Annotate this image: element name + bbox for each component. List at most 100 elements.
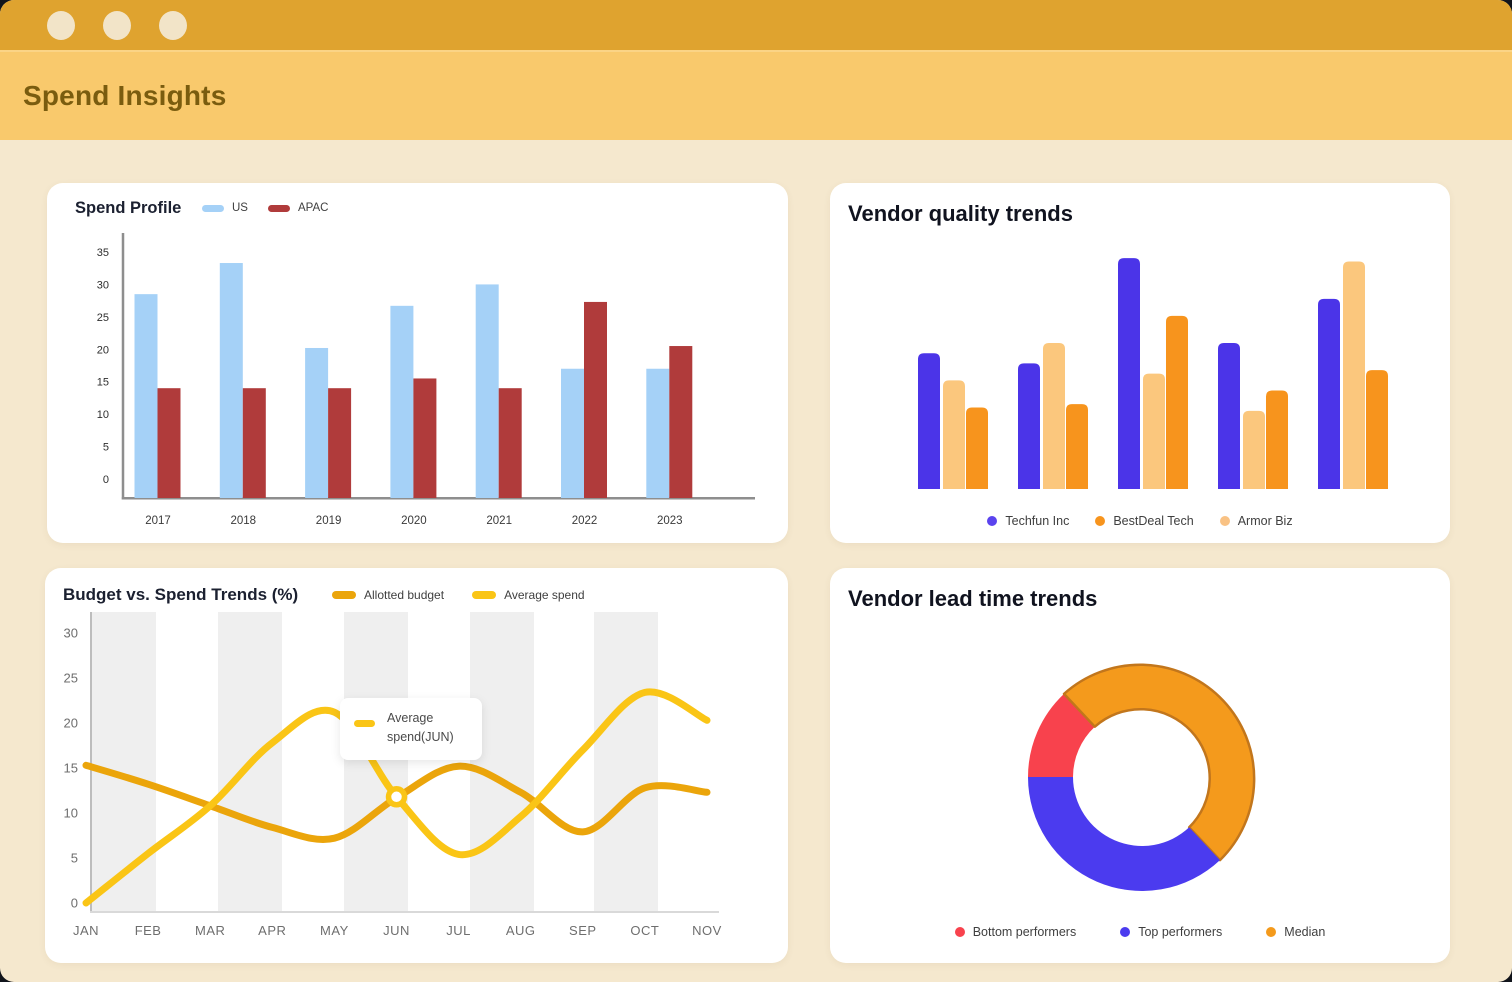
average-spend-swatch-icon [472, 591, 497, 599]
x-category-label: 2019 [316, 515, 342, 527]
bar-armor-biz-g1[interactable] [943, 380, 965, 489]
bar-techfun-inc-g5[interactable] [1318, 298, 1340, 489]
legend-label: Techfun Inc [1005, 514, 1070, 528]
budget-spend-card: 0 5 10 15 20 25 30 JAN FEB MAR APR MAY JUN JUL AUG SEP O… [45, 568, 788, 963]
vendor-quality-title: Vendor quality trends [848, 201, 1073, 226]
window-dot-icon[interactable] [47, 10, 75, 40]
x-month-label: APR [258, 923, 286, 938]
donut-slice-median[interactable] [1062, 663, 1256, 862]
bar-bestdeal-tech-g4[interactable] [1266, 390, 1288, 489]
bar-us-2017[interactable] [134, 294, 158, 498]
armor-dot-icon [1219, 516, 1230, 526]
donut-slice-top-performers[interactable] [1028, 777, 1220, 891]
spend-profile-chart: 0 5 10 15 20 25 30 35 2017 2018 2019 2020 2021 2022 20… [97, 233, 755, 527]
legend-item-allotted-budget[interactable]: Allotted budget [332, 588, 444, 602]
spend-profile-title: Spend Profile [75, 199, 182, 217]
bar-techfun-inc-g4[interactable] [1218, 343, 1240, 489]
axis-tick-label: 20 [64, 716, 78, 731]
legend-item-median[interactable]: Median [1266, 925, 1325, 939]
donut-slice-bottom-performers[interactable] [1028, 693, 1095, 777]
bar-us-2020[interactable] [390, 305, 414, 498]
highlight-marker-jun[interactable] [385, 786, 408, 808]
lead-time-donut-chart [1028, 663, 1256, 891]
legend-item-us[interactable]: US [202, 202, 248, 214]
legend-label: Armor Biz [1237, 514, 1293, 528]
axis-tick-label: 5 [71, 851, 78, 866]
plot-band-4 [470, 612, 534, 912]
legend-item-techfun[interactable]: Techfun Inc [987, 514, 1069, 528]
apac-swatch-icon [267, 204, 290, 212]
window-dot-icon[interactable] [159, 10, 187, 40]
bar-apac-2019[interactable] [328, 388, 352, 498]
bar-us-2023[interactable] [646, 368, 670, 498]
bar-armor-biz-g3[interactable] [1143, 373, 1165, 489]
axis-tick-label: 15 [97, 377, 109, 389]
bar-bestdeal-tech-g5[interactable] [1366, 370, 1388, 489]
axis-tick-label: 20 [97, 344, 109, 356]
bar-bestdeal-tech-g1[interactable] [966, 407, 988, 489]
axis-tick-label: 15 [64, 761, 78, 776]
tooltip-text: Average spend(JUN) [387, 711, 454, 744]
tooltip-swatch-icon [354, 720, 375, 727]
x-category-label: 2022 [572, 515, 598, 527]
plot-band-5 [594, 612, 658, 912]
spend-profile-legend: US APAC [202, 202, 328, 214]
bar-armor-biz-g5[interactable] [1343, 261, 1365, 489]
x-category-label: 2023 [657, 515, 683, 527]
bar-armor-biz-g2[interactable] [1043, 343, 1065, 489]
bar-us-2018[interactable] [219, 263, 243, 498]
x-month-label: MAR [195, 923, 225, 938]
legend-item-bottom-performers[interactable]: Bottom performers [954, 925, 1076, 939]
budget-spend-legend: Allotted budget Average spend [332, 588, 585, 602]
page-title: Spend Insights [23, 80, 227, 111]
spend-profile-card: 0 5 10 15 20 25 30 35 2017 2018 2019 2020 2021 2022 20… [47, 183, 788, 543]
us-swatch-icon [202, 204, 224, 212]
axis-tick-label: 30 [97, 279, 109, 291]
lead-time-legend: Bottom performers Top performers Median [830, 925, 1450, 939]
legend-item-bestdeal[interactable]: BestDeal Tech [1095, 514, 1194, 528]
bar-techfun-inc-g2[interactable] [1018, 363, 1040, 489]
allotted-budget-swatch-icon [332, 591, 356, 599]
legend-label: APAC [297, 202, 329, 214]
x-category-label: 2021 [486, 515, 512, 527]
bar-us-2021[interactable] [475, 284, 499, 498]
x-month-label: JUN [383, 923, 410, 938]
legend-label: Top performers [1138, 925, 1223, 939]
legend-label: Average spend [504, 588, 585, 602]
x-month-label: SEP [569, 923, 597, 938]
bar-us-2022[interactable] [561, 368, 584, 498]
bar-bestdeal-tech-g2[interactable] [1066, 404, 1088, 489]
x-month-label: OCT [630, 923, 659, 938]
axis-tick-label: 5 [103, 442, 109, 454]
bar-armor-biz-g4[interactable] [1243, 410, 1265, 489]
bar-apac-2021[interactable] [498, 388, 522, 498]
x-month-label: MAY [320, 923, 349, 938]
legend-item-armor[interactable]: Armor Biz [1219, 514, 1293, 528]
bar-apac-2020[interactable] [413, 378, 437, 498]
dashboard-content: 0 5 10 15 20 25 30 35 2017 2018 2019 2020 2021 2022 20… [0, 140, 1512, 982]
bar-techfun-inc-g3[interactable] [1118, 258, 1140, 489]
top-performers-dot-icon [1120, 927, 1131, 937]
bar-apac-2018[interactable] [242, 388, 266, 498]
bar-apac-2022[interactable] [584, 301, 607, 498]
bar-bestdeal-tech-g3[interactable] [1166, 315, 1188, 489]
bar-us-2019[interactable] [305, 347, 329, 498]
axis-tick-label: 10 [64, 806, 78, 821]
bar-techfun-inc-g1[interactable] [918, 353, 940, 489]
window-dot-icon[interactable] [103, 10, 131, 40]
budget-spend-title: Budget vs. Spend Trends (%) [63, 585, 299, 604]
x-category-label: 2018 [231, 515, 257, 527]
bar-apac-2017[interactable] [157, 388, 181, 498]
axis-tick-label: 10 [97, 409, 109, 421]
legend-item-top-performers[interactable]: Top performers [1120, 925, 1222, 939]
legend-label: US [232, 202, 248, 214]
legend-item-average-spend[interactable]: Average spend [472, 588, 585, 602]
legend-item-apac[interactable]: APAC [267, 202, 329, 214]
techfun-dot-icon [987, 516, 998, 526]
lead-time-title: Vendor lead time trends [848, 586, 1098, 611]
bar-apac-2023[interactable] [669, 346, 693, 498]
x-month-label: NOV [692, 923, 722, 938]
axis-tick-label: 0 [71, 896, 78, 911]
bestdeal-dot-icon [1095, 516, 1106, 526]
